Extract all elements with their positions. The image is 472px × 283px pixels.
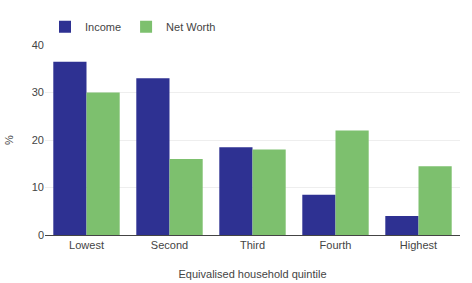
svg-text:Second: Second	[151, 239, 188, 251]
svg-text:Fourth: Fourth	[320, 239, 352, 251]
svg-text:40: 40	[32, 39, 44, 51]
svg-text:%: %	[3, 135, 15, 145]
svg-text:Third: Third	[240, 239, 265, 251]
svg-text:30: 30	[32, 86, 44, 98]
svg-text:Lowest: Lowest	[69, 239, 104, 251]
svg-text:Income: Income	[85, 21, 121, 33]
svg-text:Highest: Highest	[400, 239, 437, 251]
svg-text:0: 0	[38, 229, 44, 241]
svg-text:20: 20	[32, 134, 44, 146]
svg-text:Net Worth: Net Worth	[166, 21, 215, 33]
svg-text:10: 10	[32, 181, 44, 193]
svg-text:Equivalised household quintile: Equivalised household quintile	[179, 268, 327, 280]
